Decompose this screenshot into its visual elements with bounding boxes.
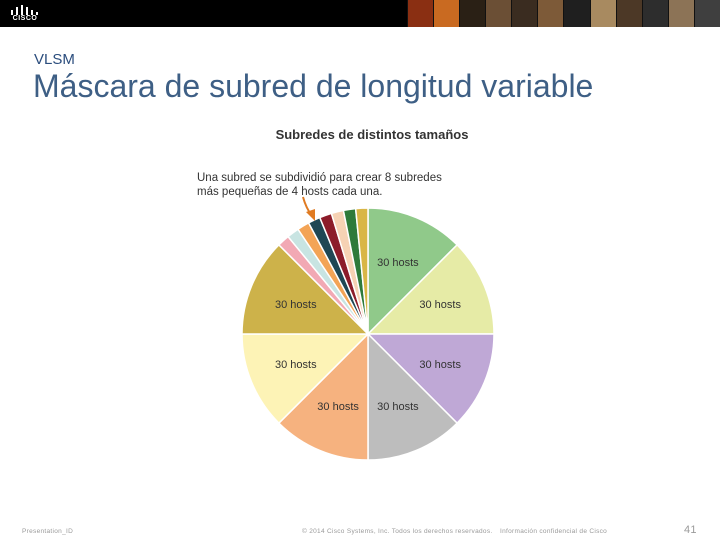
header-photo [693,0,720,27]
pie-slice-label: 30 hosts [419,299,461,311]
header-photo [407,0,434,27]
section-label: VLSM [34,51,75,68]
header-photo [615,0,642,27]
pie-slice [367,332,459,461]
header-photo-strip [407,0,720,27]
header-photo [511,0,538,27]
footer-copyright: © 2014 Cisco Systems, Inc. Todos los der… [302,528,493,535]
pie-slice [367,207,459,336]
header-photo [667,0,694,27]
logo-text: CISCO [12,15,38,22]
pie-slice [277,332,369,461]
header-photo [433,0,460,27]
pie-slice [241,333,370,425]
pie-slice-label: 30 hosts [377,257,419,269]
annotation-arrowhead [306,209,315,221]
header-photo [485,0,512,27]
cisco-bars-icon [11,5,38,15]
pie-slice-label: 30 hosts [377,401,419,413]
pie-slice [366,243,495,335]
header-photo [641,0,668,27]
footer-presentation-id: Presentation_ID [22,528,74,535]
header-photo [589,0,616,27]
pie-slice [241,243,370,335]
pie-slice [354,207,369,335]
pie-slice-label: 30 hosts [275,299,317,311]
pie-slice-label: 30 hosts [275,359,317,371]
page-number: 41 [684,524,697,536]
annotation-text: Una subred se subdividió para crear 8 su… [197,171,467,199]
cisco-logo: CISCO [8,4,42,24]
header-photo [537,0,564,27]
pie-slice-label: 30 hosts [419,359,461,371]
footer-confidential: Información confidencial de Cisco [500,528,608,535]
header-bar: CISCO [0,0,720,27]
slide-title: Máscara de subred de longitud variable [33,68,594,104]
chart-title: Subredes de distintos tamaños [275,127,469,142]
annotation-line-2: más pequeñas de 4 hosts cada una. [197,186,383,198]
header-photo [563,0,590,27]
pie-slice [366,333,495,425]
annotation-line-1: Una subred se subdividió para crear 8 su… [197,172,442,184]
header-photo [459,0,486,27]
pie-slice-label: 30 hosts [317,401,359,413]
